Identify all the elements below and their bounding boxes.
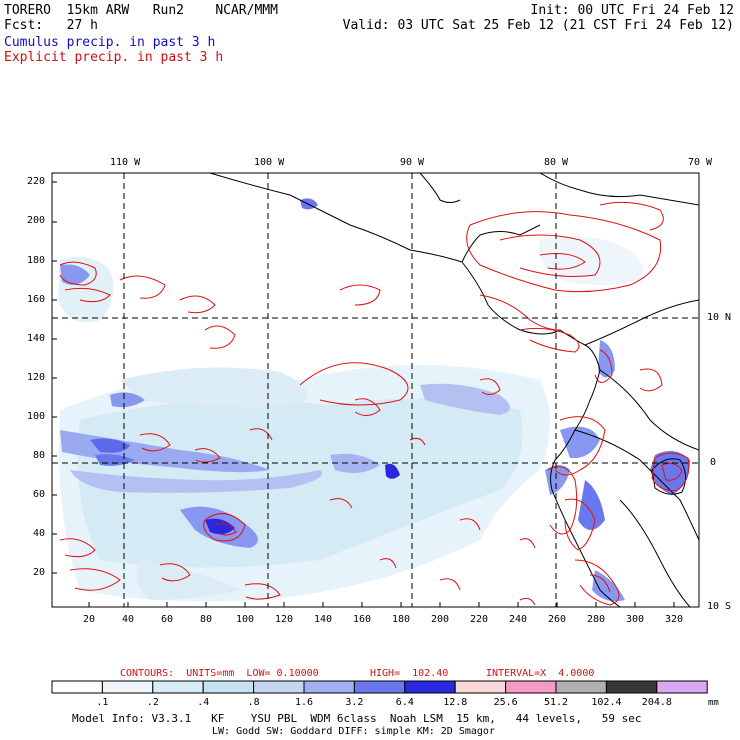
colorbar-swatch <box>605 680 658 694</box>
lat-label-10n: 10 N <box>707 312 732 323</box>
y-tick: 220 <box>27 176 46 187</box>
legend-cumulus: Cumulus precip. in past 3 h <box>4 35 216 50</box>
legend-explicit: Explicit precip. in past 3 h <box>4 50 224 65</box>
y-tick: 120 <box>27 372 46 383</box>
colorbar-label: .1 <box>96 697 109 708</box>
explicit-precip-contours <box>59 201 690 606</box>
colorbar-swatch <box>404 680 456 694</box>
x-tick: 160 <box>353 614 372 625</box>
model-info: Model Info: V3.3.1 KF YSU PBL WDM 6class… <box>72 712 642 725</box>
colorbar-label: 3.2 <box>345 697 364 708</box>
colorbar-swatch <box>202 680 255 694</box>
x-tick: 20 <box>83 614 96 625</box>
colorbar-label: 204.8 <box>641 697 672 708</box>
colorbar-swatch <box>51 680 103 694</box>
x-tick: 200 <box>431 614 450 625</box>
colorbar-label: .8 <box>247 697 260 708</box>
x-tick: 260 <box>548 614 567 625</box>
physics-info: LW: Godd SW: Goddard DIFF: simple KM: 2D… <box>212 726 495 737</box>
colorbar-swatch <box>101 680 154 694</box>
colorbar-swatch <box>303 680 355 694</box>
coastlines <box>209 173 699 607</box>
lat-lon-grid <box>52 173 699 607</box>
x-tick: 40 <box>122 614 135 625</box>
colorbar-label: 12.8 <box>443 697 468 708</box>
y-tick: 40 <box>33 528 46 539</box>
init-time: Init: 00 UTC Fri 24 Feb 12 <box>530 3 735 18</box>
contour-interval: INTERVAL=X 4.0000 <box>486 668 595 679</box>
x-tick: 300 <box>626 614 645 625</box>
colorbar-swatch <box>454 680 507 694</box>
y-tick: 160 <box>27 294 46 305</box>
colorbar-label: .4 <box>197 697 210 708</box>
y-tick: 60 <box>33 489 46 500</box>
map-frame <box>51 172 700 608</box>
colorbar-label: 1.6 <box>295 697 314 708</box>
x-tick: 80 <box>200 614 213 625</box>
colorbar-swatch <box>656 680 708 694</box>
colorbar-label: 51.2 <box>544 697 569 708</box>
y-tick: 20 <box>33 567 46 578</box>
colorbar-units: mm <box>708 698 719 708</box>
colorbar-swatch <box>152 680 204 694</box>
y-tick: 100 <box>27 411 46 422</box>
contour-info: CONTOURS: UNITS=mm LOW= 0.10000 <box>120 668 319 679</box>
axis-ticks <box>52 181 675 607</box>
lon-label-80w: 80 W <box>544 157 569 168</box>
y-tick: 200 <box>27 215 46 226</box>
forecast-hour: Fcst: 27 h <box>4 18 98 33</box>
y-tick: 80 <box>33 450 46 461</box>
x-tick: 140 <box>314 614 333 625</box>
valid-time: Valid: 03 UTC Sat 25 Feb 12 (21 CST Fri … <box>342 18 734 33</box>
y-tick: 180 <box>27 255 46 266</box>
colorbar-swatch <box>253 680 305 694</box>
lat-label-10s: 10 S <box>707 601 732 612</box>
lat-label-0: 0 <box>710 457 717 468</box>
lon-label-90w: 90 W <box>400 157 425 168</box>
x-tick: 100 <box>236 614 255 625</box>
y-tick: 140 <box>27 333 46 344</box>
cumulus-precip-shading <box>58 198 690 602</box>
x-tick: 120 <box>275 614 294 625</box>
lon-label-100w: 100 W <box>254 157 285 168</box>
colorbar-swatch <box>353 680 406 694</box>
x-tick: 320 <box>665 614 684 625</box>
colorbar-swatch <box>555 680 607 694</box>
lon-label-110w: 110 W <box>110 157 141 168</box>
x-tick: 60 <box>161 614 174 625</box>
x-tick: 280 <box>587 614 606 625</box>
x-tick: 180 <box>392 614 411 625</box>
colorbar-label: 25.6 <box>493 697 518 708</box>
colorbar-label: 102.4 <box>591 697 622 708</box>
colorbar-swatch <box>505 680 557 694</box>
contour-high: HIGH= 102.40 <box>370 668 449 679</box>
x-tick: 220 <box>470 614 489 625</box>
x-tick: 240 <box>509 614 528 625</box>
lon-label-70w: 70 W <box>688 157 713 168</box>
colorbar-label: 6.4 <box>395 697 414 708</box>
colorbar-label: .2 <box>146 697 159 708</box>
header-title: TORERO 15km ARW Run2 NCAR/MMM <box>4 3 278 18</box>
